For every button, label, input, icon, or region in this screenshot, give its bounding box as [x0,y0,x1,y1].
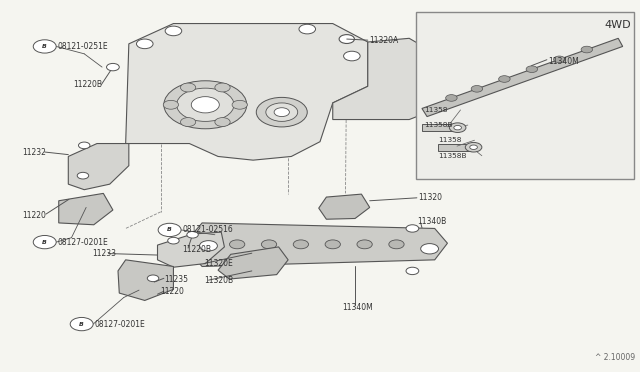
Text: 11358B: 11358B [438,153,467,159]
Circle shape [293,240,308,249]
Circle shape [147,275,159,282]
Polygon shape [59,193,113,225]
Polygon shape [118,260,173,301]
Circle shape [165,26,182,36]
Circle shape [465,142,482,152]
Circle shape [215,118,230,126]
Circle shape [526,66,538,73]
Circle shape [554,56,565,62]
Polygon shape [422,124,457,131]
Text: 11340B: 11340B [417,217,446,225]
Circle shape [187,231,198,238]
Circle shape [445,94,457,101]
Text: B: B [42,240,47,245]
Text: 08121-0251E: 08121-0251E [58,42,108,51]
Circle shape [470,145,477,150]
Text: 11358: 11358 [438,137,461,143]
Circle shape [79,142,90,149]
Polygon shape [125,23,368,160]
Circle shape [164,81,246,129]
Text: 11320: 11320 [418,193,442,202]
Circle shape [325,240,340,249]
Circle shape [180,118,196,126]
Circle shape [454,125,461,130]
Polygon shape [157,232,225,267]
Circle shape [499,76,510,82]
Text: B: B [42,44,47,49]
Circle shape [581,46,593,53]
Polygon shape [438,144,473,151]
Circle shape [33,40,56,53]
Text: B: B [79,321,84,327]
Polygon shape [189,223,447,266]
Text: 11232: 11232 [22,148,45,157]
Circle shape [299,24,316,34]
Circle shape [70,317,93,331]
Circle shape [230,240,245,249]
Text: 11220B: 11220B [182,245,211,254]
Circle shape [177,88,234,121]
Circle shape [406,225,419,232]
Circle shape [449,123,466,132]
Text: 11340M: 11340M [548,57,579,67]
Text: 11220B: 11220B [73,80,102,89]
Circle shape [357,240,372,249]
Text: 11320B: 11320B [204,276,233,285]
Text: 11358: 11358 [424,107,447,113]
Circle shape [180,83,196,92]
Circle shape [406,267,419,275]
Circle shape [274,108,289,116]
Text: 11358B: 11358B [424,122,452,128]
Circle shape [215,83,230,92]
Text: 11320A: 11320A [369,36,398,45]
Text: 4WD: 4WD [604,20,631,30]
Text: 11220: 11220 [22,211,45,220]
Circle shape [339,35,355,44]
Text: ^ 2.10009: ^ 2.10009 [595,353,636,362]
Circle shape [261,240,276,249]
Circle shape [163,100,179,109]
Text: 11235: 11235 [164,275,189,283]
Circle shape [344,51,360,61]
Circle shape [158,223,181,237]
Circle shape [266,103,298,121]
Circle shape [77,172,89,179]
Text: 08127-0201E: 08127-0201E [95,320,145,328]
Circle shape [136,39,153,49]
Text: 08121-02516: 08121-02516 [182,225,233,234]
Text: B: B [167,227,172,232]
Text: 11340M: 11340M [342,303,373,312]
Text: 11233: 11233 [92,250,116,259]
Text: 11220: 11220 [161,287,184,296]
Polygon shape [422,38,623,116]
Polygon shape [218,247,288,279]
Circle shape [191,97,220,113]
Circle shape [471,86,483,92]
Polygon shape [68,144,129,190]
Circle shape [168,237,179,244]
Circle shape [232,100,247,109]
Polygon shape [319,194,370,219]
Text: 11320E: 11320E [204,259,233,268]
Polygon shape [333,38,428,119]
Circle shape [389,240,404,249]
Circle shape [256,97,307,127]
Circle shape [200,241,218,251]
Circle shape [106,63,119,71]
Circle shape [33,235,56,249]
Circle shape [420,244,438,254]
Text: 08127-0201E: 08127-0201E [58,238,108,247]
Bar [415,13,634,179]
